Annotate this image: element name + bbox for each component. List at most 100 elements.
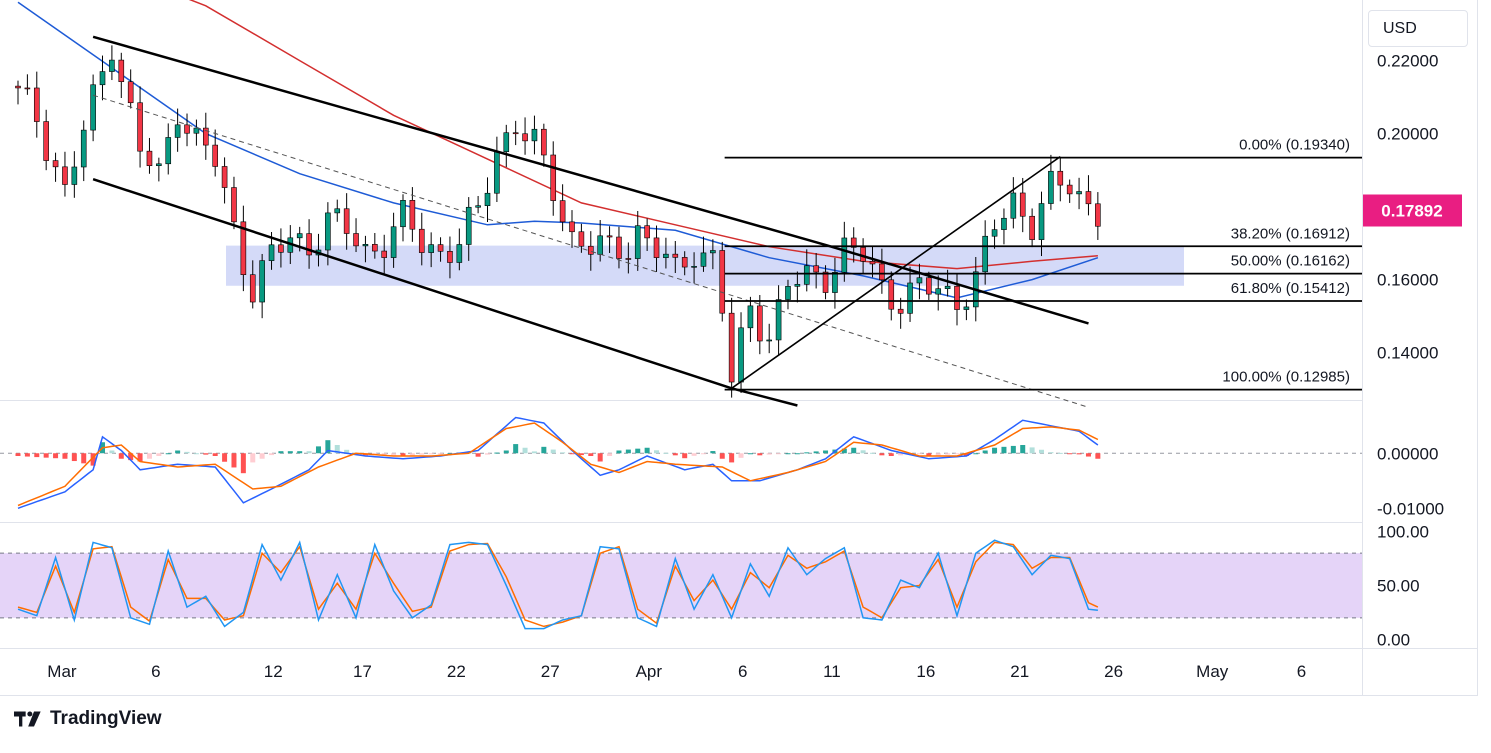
candle-body	[897, 308, 904, 314]
macd-histogram-bar	[635, 448, 641, 454]
candle-body	[400, 200, 406, 228]
macd-histogram-bar	[926, 453, 932, 456]
candle-body	[710, 250, 716, 254]
macd-histogram-bar	[1039, 449, 1045, 454]
stochastic-axis-tick: 0.00	[1377, 630, 1410, 649]
current-price-label: 0.17892	[1381, 202, 1442, 221]
candle-body	[813, 265, 819, 273]
candle-body	[334, 208, 341, 214]
candle-body	[616, 236, 622, 259]
macd-histogram-bar	[1076, 453, 1082, 455]
candle-body	[306, 233, 312, 256]
candle-body	[212, 144, 218, 167]
candle-body	[203, 127, 209, 146]
macd-histogram-bar	[250, 453, 256, 463]
channel-lower-line	[92, 178, 798, 407]
macd-histogram-bar	[43, 453, 49, 458]
candle-body	[71, 166, 78, 185]
candle-body	[24, 87, 31, 90]
rising-trendline	[731, 155, 1061, 389]
candle-body	[1019, 192, 1026, 217]
macd-histogram-bar	[1095, 453, 1101, 459]
fib-level-label: 61.80% (0.15412)	[1231, 280, 1350, 297]
candle-body	[700, 252, 707, 267]
stochastic-band	[0, 553, 1362, 618]
macd-histogram-bar	[1085, 453, 1091, 457]
macd-histogram-bar	[700, 453, 706, 455]
macd-histogram-bar	[146, 453, 152, 459]
stochastic-axis-tick: 50.00	[1377, 577, 1420, 596]
candle-body	[719, 250, 726, 314]
candle-body	[982, 235, 988, 273]
macd-histogram-bar	[747, 453, 753, 455]
stochastic-axis-tick: 100.00	[1377, 523, 1429, 542]
stochastic-k-line	[17, 539, 1098, 630]
candle-body	[954, 285, 960, 310]
candle-body	[869, 260, 876, 265]
macd-histogram-bar	[963, 453, 969, 456]
candle-body	[850, 237, 857, 248]
candle-body	[991, 229, 998, 237]
candle-body	[165, 137, 172, 165]
macd-histogram-bar	[240, 453, 246, 474]
macd-histogram-bar	[757, 453, 763, 456]
macd-histogram-bar	[438, 453, 444, 455]
candle-body	[634, 225, 641, 259]
macd-histogram-bar	[588, 453, 594, 456]
macd-histogram-bar	[165, 453, 171, 455]
candle-body	[785, 286, 791, 300]
macd-histogram-bar	[954, 453, 960, 455]
currency-label: USD	[1383, 19, 1417, 37]
candle-body	[775, 299, 782, 341]
macd-histogram-bar	[297, 451, 303, 454]
candle-body	[625, 258, 632, 260]
macd-histogram-bar	[137, 453, 143, 462]
macd-histogram-bar	[81, 453, 87, 464]
macd-histogram-bar	[475, 453, 481, 457]
candle-body	[80, 129, 87, 168]
candle-body	[822, 271, 829, 293]
time-axis-tick: 22	[447, 662, 466, 681]
macd-histogram-bar	[879, 453, 885, 456]
macd-histogram-bar	[1001, 446, 1007, 454]
macd-histogram-bar	[334, 445, 340, 454]
candle-body	[541, 128, 547, 156]
macd-histogram-bar	[419, 453, 425, 455]
macd-histogram-bar	[860, 450, 866, 454]
moving-average-blue	[17, 1, 1099, 299]
candle-body	[757, 305, 763, 342]
macd-histogram-bar	[381, 453, 387, 456]
candle-body	[184, 124, 190, 134]
macd-histogram-bar	[898, 453, 904, 456]
candle-body	[484, 192, 491, 206]
candle-body	[681, 257, 688, 268]
time-axis-tick: 6	[151, 662, 160, 681]
candle-body	[578, 231, 585, 247]
fib-level-label: 0.00% (0.19340)	[1239, 137, 1350, 154]
macd-histogram-bar	[1057, 452, 1063, 454]
candle-body	[916, 277, 923, 284]
candle-body	[644, 225, 650, 239]
candle-body	[944, 285, 951, 289]
macd-histogram-bar	[315, 446, 321, 454]
candle-body	[109, 59, 115, 72]
macd-histogram-bar	[71, 453, 77, 462]
price-axis-tick: 0.22000	[1377, 52, 1438, 71]
candle-body	[437, 244, 444, 252]
candle-body	[428, 244, 434, 253]
macd-histogram-bar	[522, 447, 528, 454]
candle-body	[362, 244, 369, 247]
macd-histogram-bar	[1067, 453, 1073, 455]
candle-body	[1048, 170, 1054, 204]
tradingview-branding[interactable]: TradingView	[14, 708, 162, 730]
candle-body	[926, 277, 932, 295]
macd-histogram-bar	[560, 452, 566, 454]
currency-selector-button[interactable]: USD	[1368, 10, 1468, 47]
stochastic-d-line	[17, 541, 1099, 628]
macd-histogram-bar	[869, 452, 875, 454]
macd-histogram-bar	[785, 453, 791, 455]
candle-body	[325, 212, 331, 251]
candle-body	[841, 237, 848, 273]
